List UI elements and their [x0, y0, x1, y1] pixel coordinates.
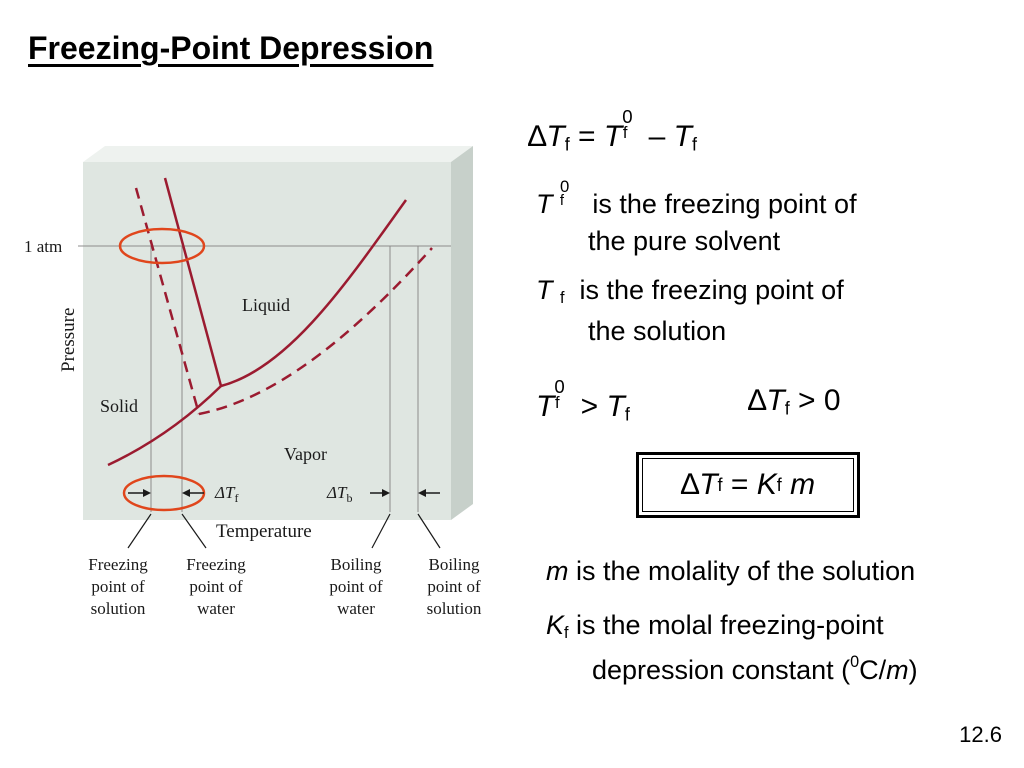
arrow-right-icon — [382, 489, 390, 497]
svg-text:point of: point of — [329, 577, 383, 596]
temperature-label: Temperature — [216, 521, 312, 542]
t-symbol: T — [546, 120, 565, 153]
kf-definition: Kf is the molal freezing-point — [546, 610, 884, 643]
sublimation-curve — [107, 385, 222, 467]
svg-text:water: water — [337, 599, 375, 618]
delta-tf-label: ΔTf — [214, 483, 238, 505]
bp-water-label: Boiling point of water — [329, 555, 383, 618]
arrow-right-icon — [143, 489, 151, 497]
slide-number: 12.6 — [959, 722, 1002, 747]
delta-symbol: ∆ — [528, 120, 547, 153]
svg-text:solution: solution — [427, 599, 482, 618]
tf-definition-cont: the solution — [588, 316, 727, 346]
fusion-curve-solution — [134, 187, 201, 415]
arrow-left-icon — [182, 489, 190, 497]
svg-text:Boiling: Boiling — [428, 555, 480, 574]
fp-solution-label: Freezing point of solution — [88, 555, 148, 618]
panel-side-face — [451, 146, 473, 520]
liquid-label: Liquid — [242, 295, 290, 315]
svg-text:water: water — [197, 599, 235, 618]
svg-text:solution: solution — [91, 599, 146, 618]
arrow-left-icon — [418, 489, 426, 497]
fp-water-label: Freezing point of water — [186, 555, 246, 618]
vaporization-curve-water — [220, 199, 408, 388]
slide-title: Freezing-Point Depression — [28, 30, 434, 66]
svg-text:point of: point of — [189, 577, 243, 596]
bp-solution-label: Boiling point of solution — [427, 555, 482, 618]
vapor-label: Vapor — [284, 444, 327, 464]
svg-text:Boiling: Boiling — [330, 555, 382, 574]
tf-definition: T f is the freezing point of — [536, 275, 844, 308]
svg-text:Freezing: Freezing — [186, 555, 246, 574]
fusion-curve-water — [163, 177, 223, 387]
svg-text:point of: point of — [91, 577, 145, 596]
atm-label: 1 atm — [24, 237, 62, 256]
pressure-label: Pressure — [58, 308, 79, 372]
freezing-points-highlight — [118, 227, 206, 265]
svg-text:point of: point of — [427, 577, 481, 596]
kf-definition-cont: depression constant (0C/m) — [592, 653, 918, 686]
phase-diagram: 1 atm Pressure Liquid Solid Vapor Temper… — [24, 146, 482, 618]
tf0-definition-cont: the pure solvent — [588, 226, 781, 256]
molality-definition: m is the molality of the solution — [546, 556, 916, 586]
vaporization-curve-solution — [198, 247, 433, 416]
delta-tf-positive: ∆Tf > 0 — [748, 384, 841, 419]
delta-tb-label: ΔTb — [326, 483, 352, 505]
solid-label: Solid — [100, 396, 138, 416]
svg-text:Freezing: Freezing — [88, 555, 148, 574]
panel-top-face — [83, 146, 473, 162]
